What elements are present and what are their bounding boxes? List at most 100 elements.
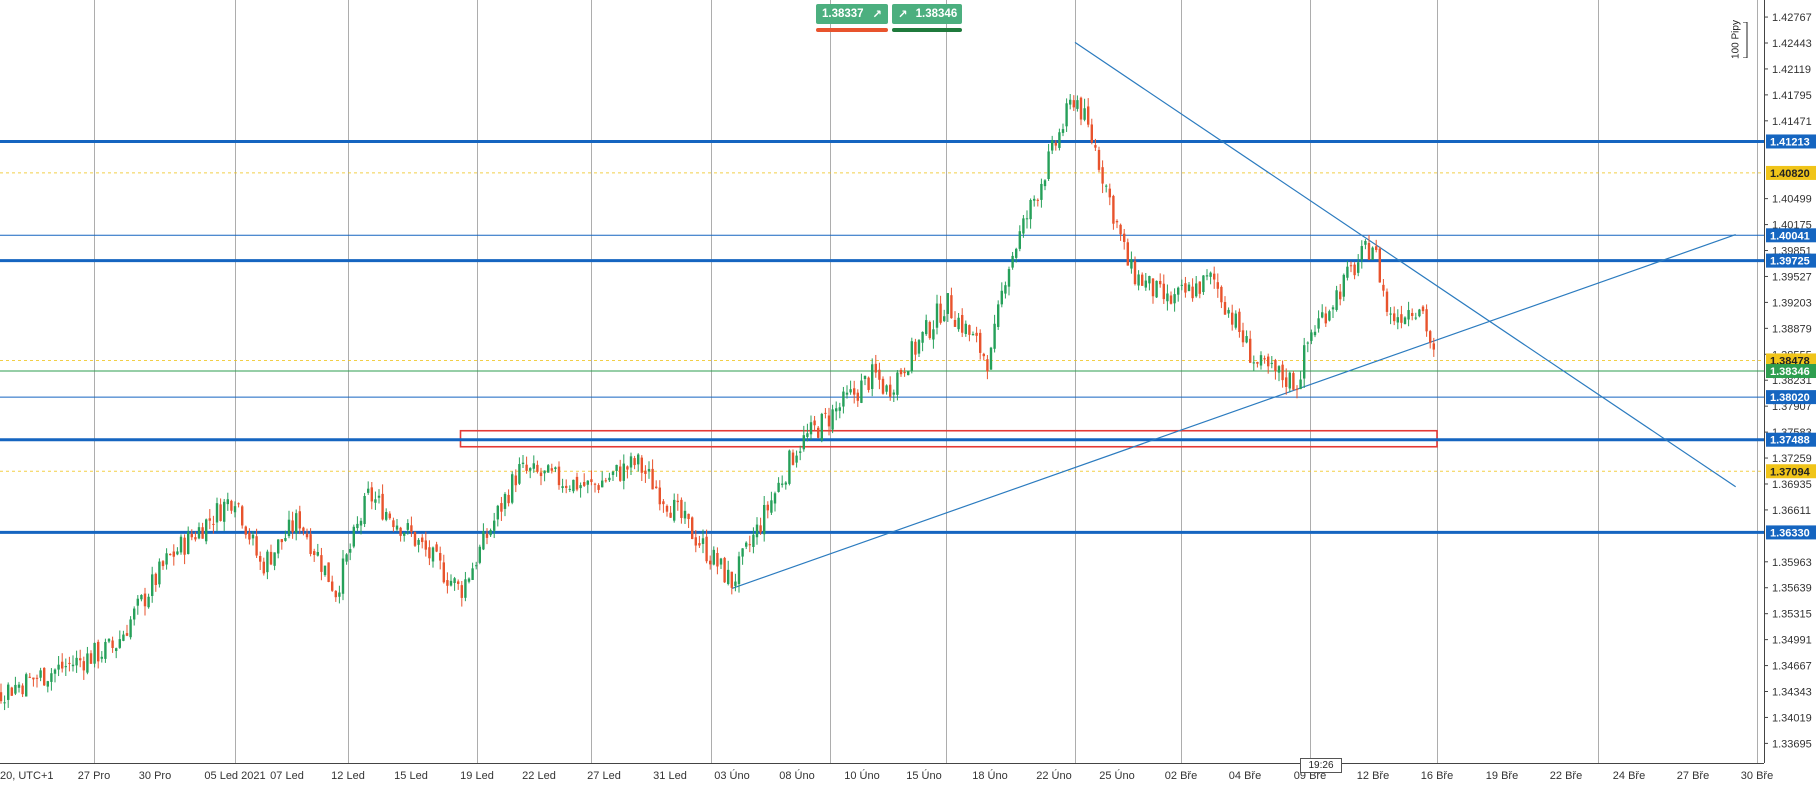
candle-body [356,523,359,529]
candle [57,655,60,677]
arrow-up-right-icon: ↗ [898,9,908,21]
candle-body [1213,273,1216,280]
candle-body [1274,360,1277,372]
candle [158,558,161,588]
candle [32,677,35,687]
candle-body [1220,286,1223,303]
candle-body [1425,309,1428,332]
candle-body [320,555,323,572]
candle [1299,370,1302,390]
candle [637,453,640,472]
pip-scale-ruler [1743,22,1748,58]
candle [1029,198,1032,229]
candle [1364,239,1367,250]
candle [1249,330,1252,364]
candle-body [277,539,280,554]
time-tick-label: 15 Úno [906,769,941,782]
candle-body [367,488,370,493]
candle-body [410,525,413,532]
candle [413,531,417,548]
candle [1025,210,1029,229]
buy-button[interactable]: ↗ 1.38346 [892,4,962,24]
price-tick-label: 1.35639 [1772,583,1812,595]
candle [35,674,39,688]
candle-body [651,468,654,490]
candle [64,658,67,676]
candle-body [1058,132,1061,148]
candle [766,501,769,519]
candle [1393,306,1396,326]
badge-label: 1.37488 [1770,435,1810,447]
candle [723,556,726,583]
candle [327,562,330,583]
candle-body [795,455,798,463]
candle-body [1112,195,1115,224]
candle [1018,225,1021,252]
candle [1425,304,1428,337]
candle [133,606,136,626]
candle [1259,351,1263,370]
candle [1112,194,1115,230]
candle-body [986,359,989,372]
candle-body [1033,198,1036,201]
candle [957,312,960,332]
candle-body [863,375,867,380]
candle-body [493,520,496,531]
candle [50,668,53,691]
candle-body [766,504,769,511]
candle-body [1025,218,1029,220]
candle [1234,310,1237,330]
candle [143,587,147,616]
candle-body [921,331,924,343]
trend-lines[interactable] [731,41,1737,590]
candle [1004,281,1007,299]
candle-body [1209,272,1212,277]
candle [838,402,841,419]
candle-body [943,316,946,322]
candle [302,526,305,536]
price-axis[interactable]: 1.42767 1.42443 1.42119 1.41795 1.41471 1.404… [1764,0,1812,763]
sell-button[interactable]: 1.38337 ↗ [816,4,888,24]
candle [230,499,233,514]
candle-body [446,580,449,586]
candle [482,523,485,551]
candle-body [1133,261,1137,285]
candle-body [1389,313,1392,315]
candle [1094,138,1097,151]
candle [1303,337,1306,389]
candle [507,489,510,507]
candle-body [374,499,377,503]
candle-body [100,656,103,659]
candle-body [1306,342,1309,344]
candle [86,646,89,675]
time-axis[interactable]: 20, UTC+1 27 Pro 30 Pro 05 Led 2021 07 Led 12… [0,763,1773,783]
candle-body [579,485,582,489]
candle [241,504,244,529]
candle [316,543,319,557]
time-tick-label: 27 Pro [78,770,110,782]
candle-body [219,504,222,521]
candle-body [1119,224,1122,235]
candle [608,472,611,482]
candle-body [748,544,751,546]
candle-body [586,480,589,485]
candle-body [1285,377,1288,387]
candle [748,535,751,553]
candle [997,300,1000,330]
price-badge: 1.41213 [1766,134,1816,149]
badge-label: 1.38020 [1770,392,1810,404]
sell-price: 1.38337 [822,8,864,20]
candle [1227,307,1230,318]
candle [1040,178,1043,208]
price-tick-label: 1.37907 [1772,401,1812,413]
horizontal-levels[interactable] [0,139,1764,534]
candle-body [187,531,190,554]
candle-body [802,435,805,450]
candle-body [550,468,553,471]
candle [1097,146,1101,173]
candle-body [507,494,510,504]
candle [1133,256,1137,286]
candle-body [1180,284,1183,286]
candle-body [781,483,784,485]
